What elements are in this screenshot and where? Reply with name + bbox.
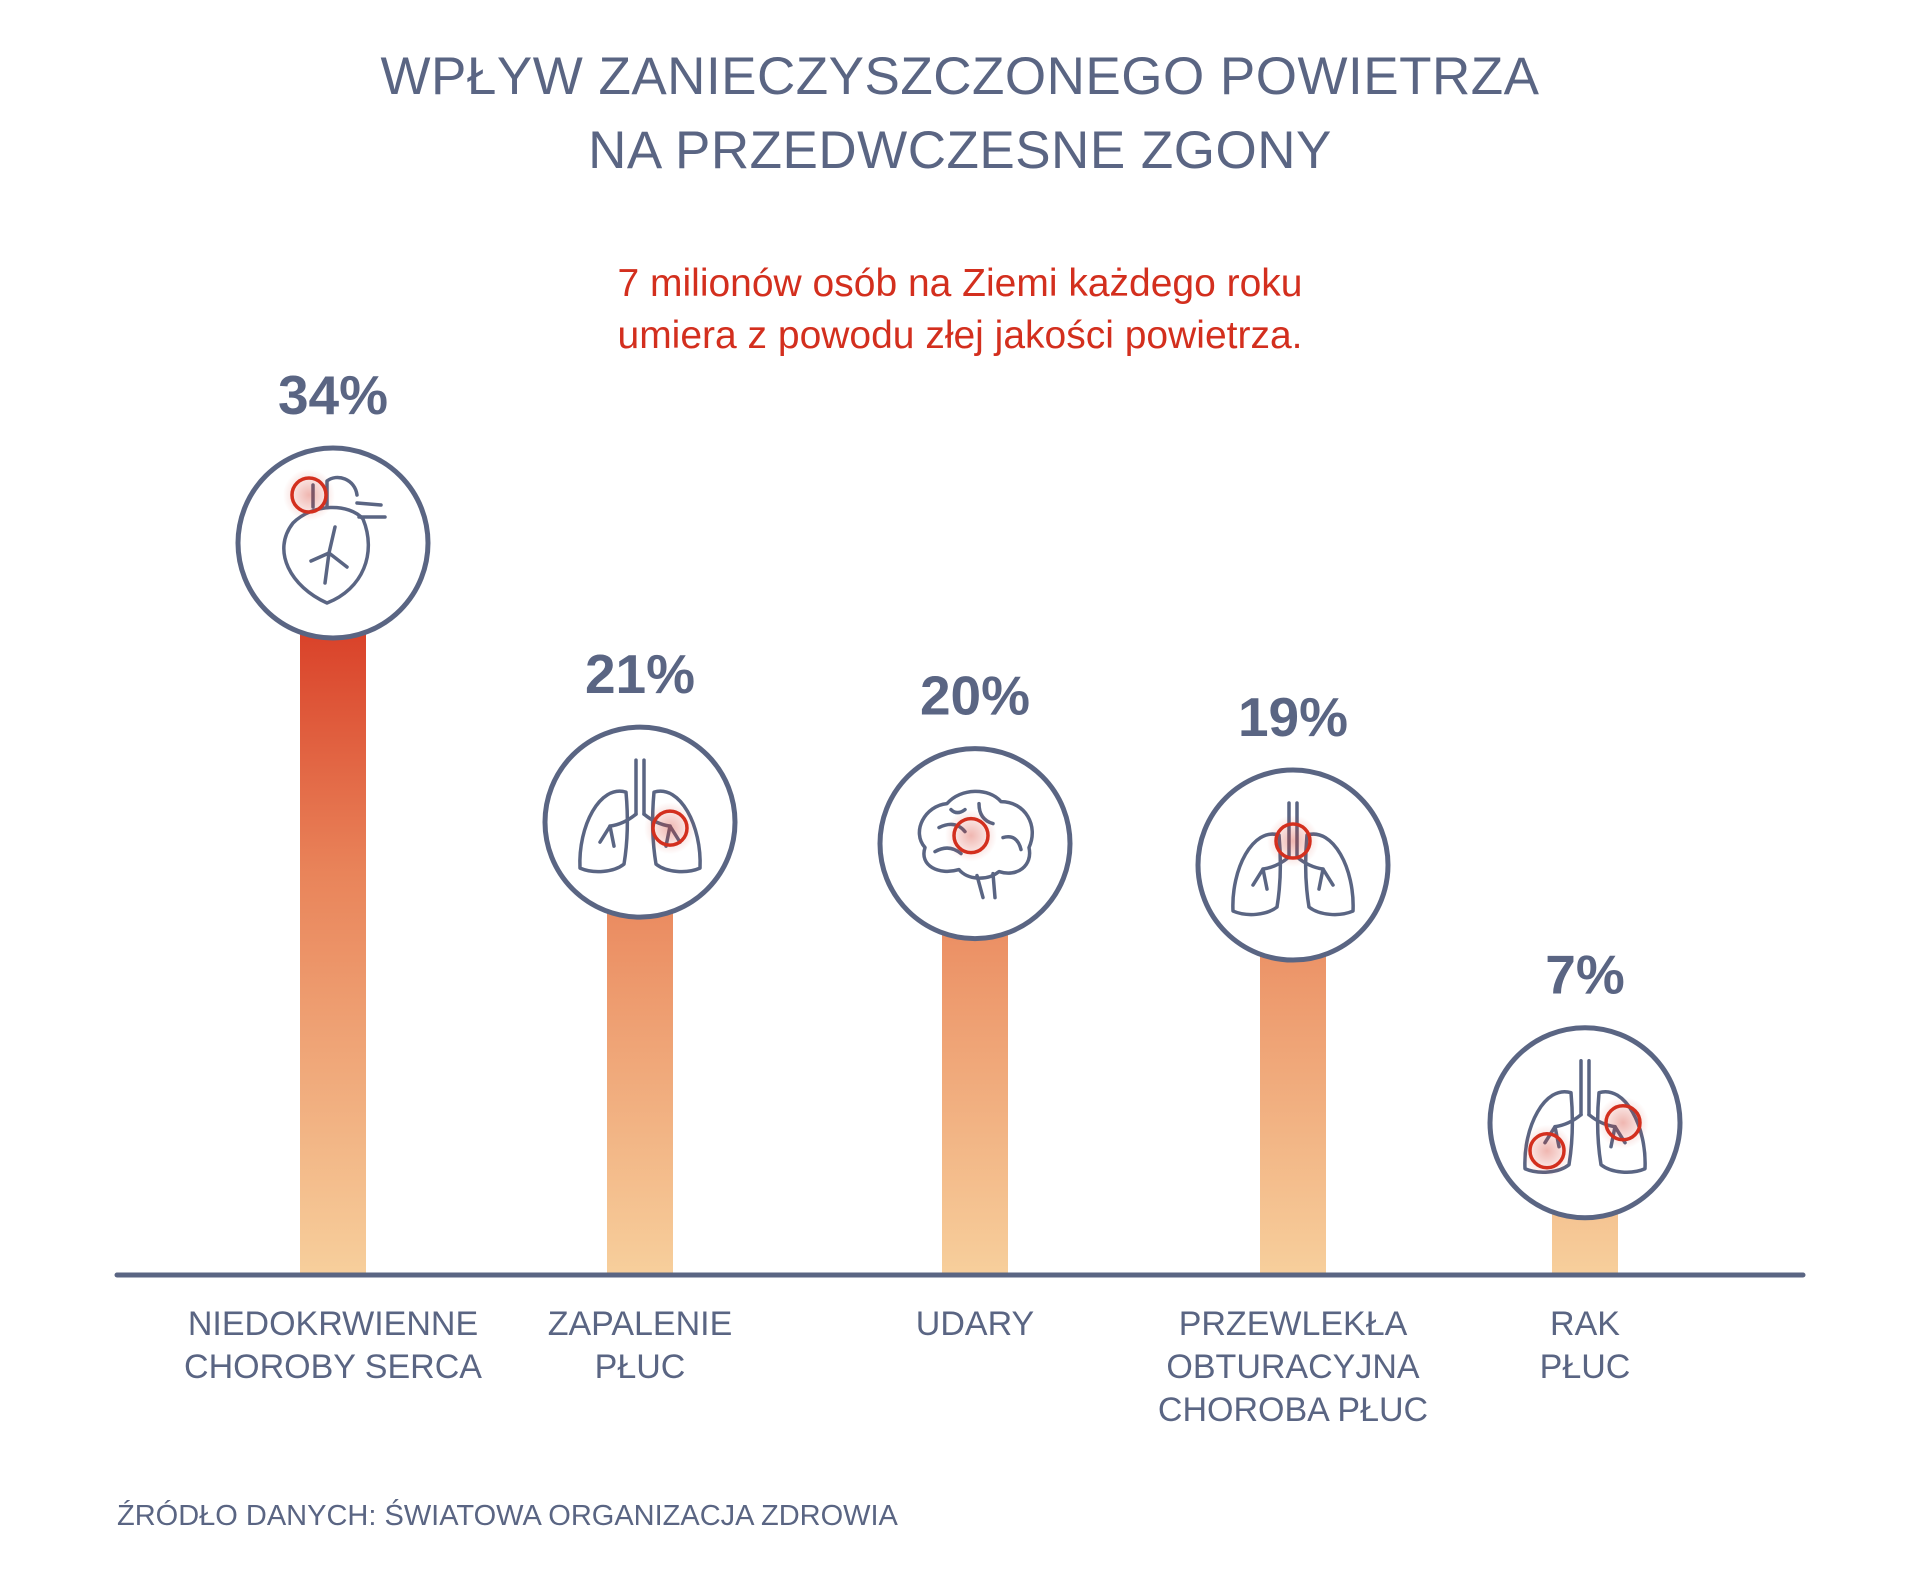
heart-icon [235,445,431,641]
category-label: RAK [1550,1305,1620,1343]
value-label: 34% [278,364,388,426]
category-label: OBTURACYJNA [1166,1348,1419,1386]
category-label: PŁUC [595,1348,686,1386]
category-label: ZAPALENIE [548,1305,733,1343]
value-label: 20% [920,665,1030,727]
subtitle-line-2: umiera z powodu złej jakości powietrza. [617,314,1303,357]
category-label: NIEDOKRWIENNE [188,1305,478,1343]
value-label: 21% [585,643,695,705]
category-label: PŁUC [1540,1348,1631,1386]
lungs-icon [1487,1025,1683,1221]
lungs-icon [542,724,738,920]
bar [300,545,366,1275]
lungs-icon [1195,767,1391,963]
value-label: 7% [1545,944,1625,1006]
subtitle-line-1: 7 milionów osób na Ziemi każdego roku [617,262,1303,305]
brain-icon [877,746,1073,942]
category-label: UDARY [916,1305,1034,1343]
title-line-1: WPŁYW ZANIECZYSZCZONEGO POWIETRZA [380,47,1540,106]
category-label: PRZEWLEKŁA [1179,1305,1408,1343]
category-label: CHOROBY SERCA [184,1348,482,1386]
chart-title: WPŁYW ZANIECZYSZCZONEGO POWIETRZA NA PRZ… [0,40,1920,188]
data-source: ŹRÓDŁO DANYCH: ŚWIATOWA ORGANIZACJA ZDRO… [117,1500,898,1532]
chart-subtitle: 7 milionów osób na Ziemi każdego roku um… [460,258,1460,362]
title-line-2: NA PRZEDWCZESNE ZGONY [588,121,1332,180]
bar-group [300,545,366,1275]
category-label: CHOROBA PŁUC [1158,1391,1428,1429]
value-label: 19% [1238,686,1348,748]
